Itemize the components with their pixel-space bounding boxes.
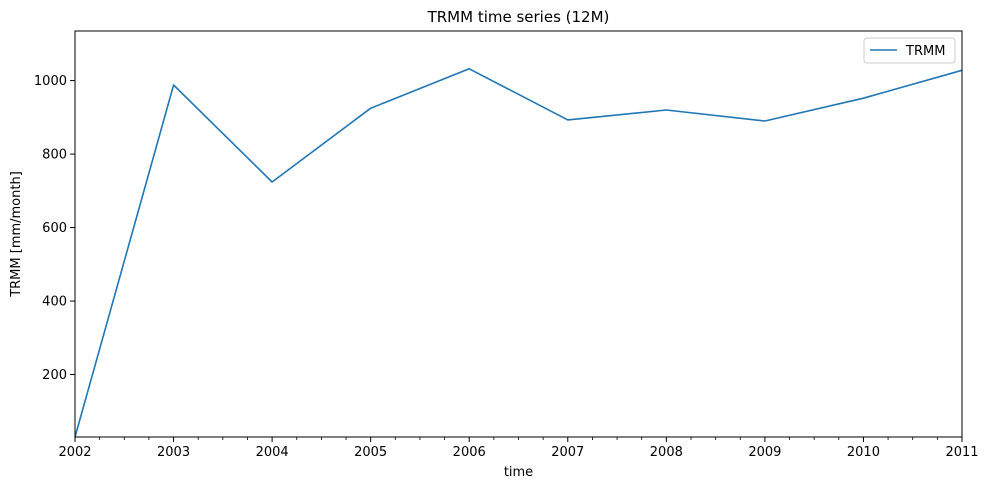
y-tick-label: 200: [42, 368, 67, 383]
data-point: [861, 96, 865, 100]
x-axis-ticks: 2002 2003 2004 2005 2006 2007 2008 2009 2010 2011: [58, 437, 979, 460]
x-tick-label: 2007: [551, 445, 584, 460]
data-point: [566, 118, 570, 122]
data-point: [467, 67, 471, 71]
chart-title: TRMM time series (12M): [427, 8, 610, 26]
y-axis-ticks: 200 400 600 800 1000: [34, 74, 75, 383]
y-tick-label: 600: [42, 221, 67, 236]
x-tick-label: 2009: [748, 445, 781, 460]
x-tick-label: 2008: [650, 445, 683, 460]
x-tick-label: 2010: [847, 445, 880, 460]
x-tick-label: 2005: [354, 445, 387, 460]
plot-frame: [74, 30, 963, 438]
x-tick-label: 2006: [453, 445, 486, 460]
x-tick-label: 2003: [157, 445, 190, 460]
data-point: [172, 83, 176, 87]
series-line-trmm: [74, 68, 963, 438]
data-point: [664, 108, 668, 112]
legend: TRMM: [863, 37, 956, 64]
y-tick-label: 1000: [34, 74, 67, 89]
x-axis-label: time: [504, 465, 533, 480]
legend-box: [863, 37, 956, 64]
y-tick-label: 400: [42, 295, 67, 310]
y-axis-label: TRMM [mm/month]: [9, 171, 24, 298]
data-point: [270, 180, 274, 184]
x-tick-label: 2011: [945, 445, 978, 460]
x-tick-label: 2004: [256, 445, 289, 460]
y-tick-label: 800: [42, 148, 67, 163]
x-tick-label: 2002: [58, 445, 91, 460]
data-point: [369, 106, 373, 110]
legend-label-trmm: TRMM: [905, 44, 945, 59]
data-point: [763, 119, 767, 123]
plot-area: [75, 31, 962, 437]
